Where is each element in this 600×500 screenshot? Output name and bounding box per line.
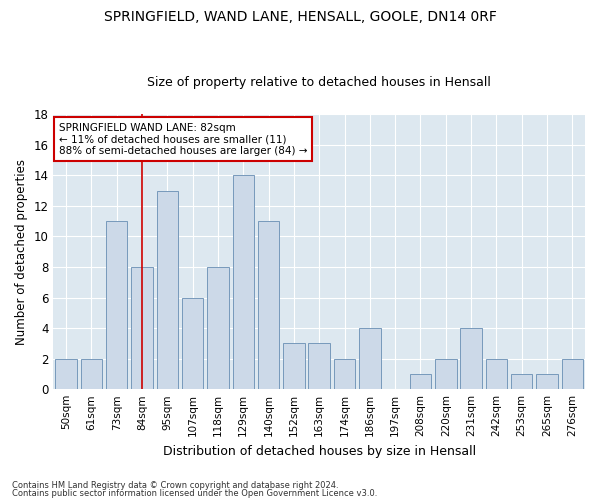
Bar bbox=[410, 374, 431, 389]
Bar bbox=[131, 267, 153, 389]
Text: Contains public sector information licensed under the Open Government Licence v3: Contains public sector information licen… bbox=[12, 488, 377, 498]
Bar bbox=[562, 358, 583, 389]
Text: SPRINGFIELD WAND LANE: 82sqm
← 11% of detached houses are smaller (11)
88% of se: SPRINGFIELD WAND LANE: 82sqm ← 11% of de… bbox=[59, 122, 307, 156]
Bar bbox=[233, 176, 254, 389]
Bar bbox=[157, 190, 178, 389]
Bar bbox=[283, 344, 305, 389]
Bar bbox=[182, 298, 203, 389]
Title: Size of property relative to detached houses in Hensall: Size of property relative to detached ho… bbox=[147, 76, 491, 90]
Bar bbox=[359, 328, 380, 389]
Bar bbox=[435, 358, 457, 389]
Bar bbox=[536, 374, 558, 389]
Text: Contains HM Land Registry data © Crown copyright and database right 2024.: Contains HM Land Registry data © Crown c… bbox=[12, 481, 338, 490]
Bar bbox=[207, 267, 229, 389]
Y-axis label: Number of detached properties: Number of detached properties bbox=[15, 158, 28, 344]
Bar bbox=[55, 358, 77, 389]
Bar bbox=[80, 358, 102, 389]
Bar bbox=[334, 358, 355, 389]
X-axis label: Distribution of detached houses by size in Hensall: Distribution of detached houses by size … bbox=[163, 444, 476, 458]
Bar bbox=[511, 374, 532, 389]
Bar bbox=[460, 328, 482, 389]
Bar bbox=[106, 221, 127, 389]
Bar bbox=[258, 221, 280, 389]
Bar bbox=[485, 358, 507, 389]
Text: SPRINGFIELD, WAND LANE, HENSALL, GOOLE, DN14 0RF: SPRINGFIELD, WAND LANE, HENSALL, GOOLE, … bbox=[104, 10, 496, 24]
Bar bbox=[308, 344, 330, 389]
